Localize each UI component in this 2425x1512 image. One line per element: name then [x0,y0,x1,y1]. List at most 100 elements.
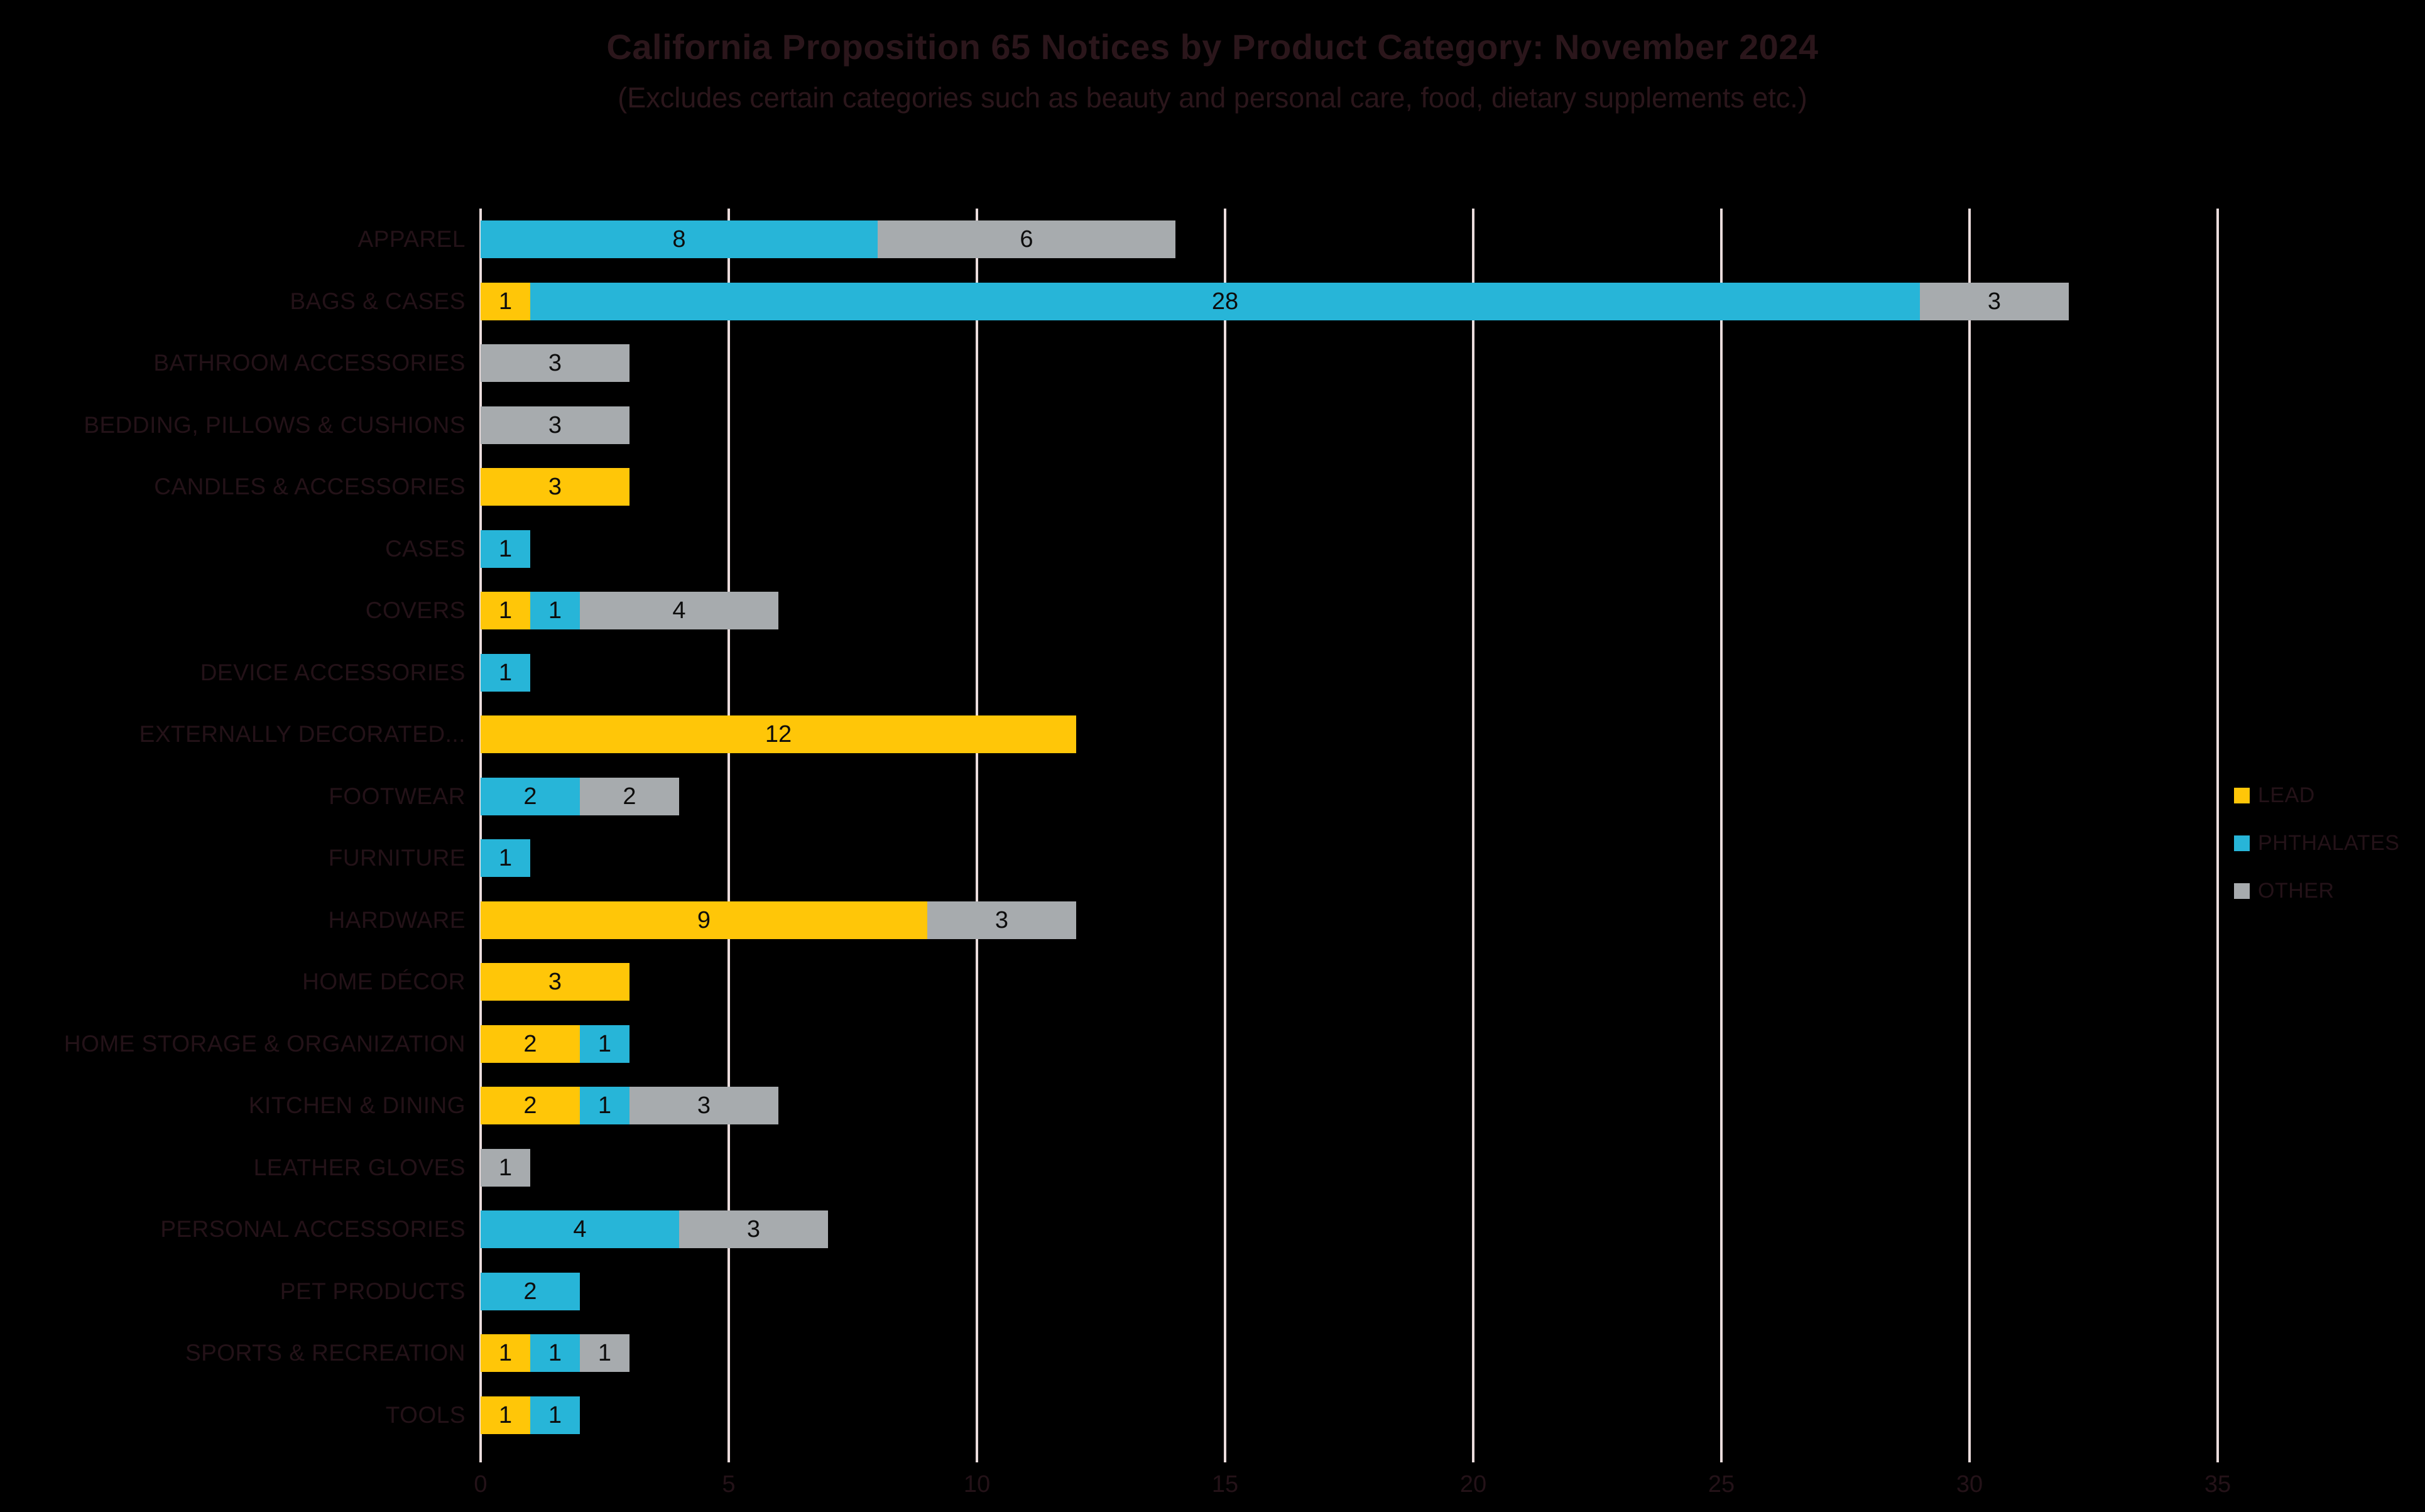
bar-segment-other: 3 [629,1087,778,1125]
value-label: 9 [697,906,711,933]
x-axis-tick [479,1446,482,1462]
legend-label-phthalates: PHTHALATES [2258,830,2400,855]
gridline [1720,209,1723,1446]
category-label: KITCHEN & DINING [248,1092,466,1119]
value-label: 12 [765,721,792,748]
bar-segment-lead: 1 [481,1396,530,1434]
gridline [479,209,482,1446]
bar-segment-phthalates: 1 [481,839,530,878]
value-label: 2 [523,783,537,810]
category-label: BATHROOM ACCESSORIES [153,350,466,376]
bar-row: COVERS 1 1 4 [366,592,2218,630]
x-axis-tick [2216,1446,2219,1462]
bar-row: PET PRODUCTS 2 [280,1272,2218,1310]
bar-row: CANDLES & ACCESSORIES 3 [154,468,2218,506]
category-label: HOME DÉCOR [302,969,466,995]
chart-subtitle: (Excludes certain categories such as bea… [618,82,1807,114]
x-axis-tick-label: 20 [1459,1471,1487,1498]
value-label: 1 [498,1340,513,1367]
value-label: 8 [672,226,686,253]
bar-segment-lead: 2 [481,1025,580,1063]
value-label: 1 [597,1030,612,1057]
category-label: CANDLES & ACCESSORIES [154,474,466,500]
bar-segment-other: 2 [580,777,679,815]
value-label: 1 [498,845,513,872]
chart-title: California Proposition 65 Notices by Pro… [606,27,1819,67]
category-label: HOME STORAGE & ORGANIZATION [63,1030,466,1057]
bar-row: FURNITURE 1 [329,839,2218,878]
bar-row: BATHROOM ACCESSORIES 3 [153,344,2218,383]
value-label: 2 [623,783,636,810]
value-label: 3 [697,1092,711,1119]
bar-row: DEVICE ACCESSORIES 1 [200,653,2218,692]
bar-row: SPORTS & RECREATION 1 1 1 [185,1334,2218,1373]
x-axis-tick [1472,1446,1474,1462]
value-label: 2 [523,1092,537,1119]
x-axis-tick [1224,1446,1226,1462]
bar-segment-lead: 9 [481,901,927,939]
value-label: 1 [498,597,513,624]
bar-segment-phthalates: 8 [481,220,878,259]
bar-segment-lead: 1 [481,1334,530,1373]
category-label: TOOLS [385,1401,466,1428]
x-axis-tick [1968,1446,1971,1462]
bar-row: EXTERNALLY DECORATED... 12 [139,715,2218,754]
x-axis-tick [976,1446,978,1462]
category-label: BAGS & CASES [290,288,466,314]
value-label: 4 [573,1216,587,1243]
value-label: 3 [548,350,562,377]
bar-segment-lead: 3 [481,468,629,506]
bar-row: HOME DÉCOR 3 [302,963,2218,1001]
bar-row: TOOLS 1 1 [386,1396,2218,1434]
value-label: 3 [548,474,562,501]
bar-segment-phthalates: 1 [530,592,580,630]
x-axis-tick-label: 10 [963,1471,991,1498]
bar-segment-other: 6 [878,220,1175,259]
category-label: PET PRODUCTS [280,1278,466,1304]
bar-segment-phthalates: 2 [481,1272,580,1310]
value-label: 1 [498,535,513,562]
x-axis-tick-label: 15 [1211,1471,1239,1498]
value-label: 4 [672,597,686,624]
value-label: 1 [548,1340,562,1367]
bar-row: CASES 1 [385,530,2218,568]
bar-segment-phthalates: 2 [481,777,580,815]
value-label: 1 [498,659,513,686]
x-axis-tick [1720,1446,1723,1462]
value-label: 1 [548,597,562,624]
x-axis-tick-label: 25 [1708,1471,1735,1498]
legend-swatch-phthalates [2234,835,2250,851]
bar-row: FOOTWEAR 2 2 [329,777,2218,815]
x-axis-tick [728,1446,730,1462]
bar-row: BAGS & CASES 1 28 3 [290,282,2218,320]
category-label: EXTERNALLY DECORATED... [139,721,466,748]
bar-segment-lead: 2 [481,1087,580,1125]
bar-segment-phthalates: 1 [530,1334,580,1373]
bar-row: BEDDING, PILLOWS & CUSHIONS 3 [84,406,2218,444]
x-axis-tick-label: 30 [1956,1471,1983,1498]
value-label: 3 [1987,288,2002,315]
plot-area: 0 5 10 15 20 25 30 35 APPAREL 8 6 BAGS & CASES 1 28 3 B… [64,209,2231,1496]
bar-segment-lead: 1 [481,592,530,630]
value-label: 3 [746,1216,761,1243]
value-label: 3 [995,906,1009,933]
category-label: PERSONAL ACCESSORIES [160,1216,466,1243]
category-label: FOOTWEAR [329,783,466,809]
x-axis-tick-label: 5 [722,1471,736,1498]
gridline [1472,209,1474,1446]
bar-row: HARDWARE 9 3 [329,901,2218,939]
bar-row: PERSONAL ACCESSORIES 4 3 [160,1210,2218,1249]
legend-item-phthalates: PHTHALATES [2234,819,2399,867]
category-label: DEVICE ACCESSORIES [200,659,466,685]
value-label: 28 [1211,288,1239,315]
bar-segment-lead: 12 [481,715,1076,754]
bar-segment-lead: 1 [481,282,530,320]
bar-segment-other: 3 [927,901,1076,939]
gridline [728,209,730,1446]
bar-row: HOME STORAGE & ORGANIZATION 2 1 [64,1025,2218,1063]
bar-row: LEATHER GLOVES 1 [254,1148,2218,1187]
bar-segment-phthalates: 1 [530,1396,580,1434]
category-label: LEATHER GLOVES [253,1154,466,1180]
bar-segment-other: 3 [1920,282,2069,320]
